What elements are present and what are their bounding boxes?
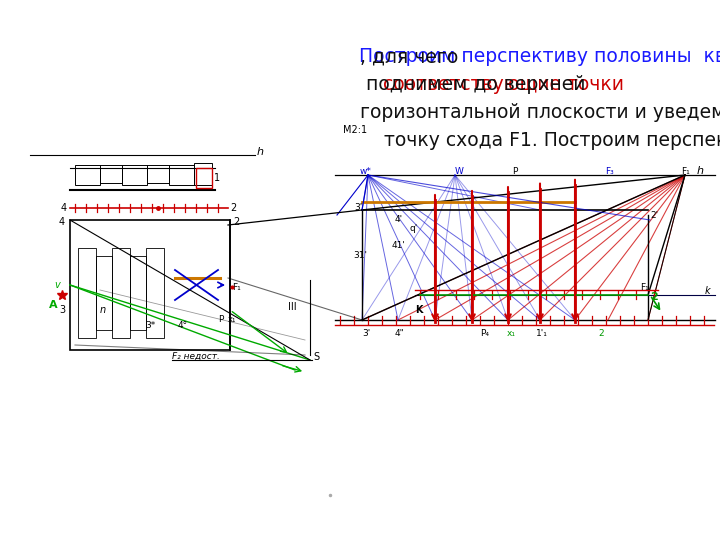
Bar (100, 165, 122, 183)
Text: 1: 1 (214, 173, 220, 183)
Text: W: W (455, 166, 464, 176)
Text: соответствующие точки: соответствующие точки (359, 75, 624, 94)
Text: Построим перспективу половины  квадрата: Построим перспективу половины квадрата (359, 47, 720, 66)
Text: h: h (697, 166, 704, 176)
Text: 2': 2' (650, 211, 658, 219)
Text: 4": 4" (395, 329, 405, 339)
Text: 4': 4' (395, 215, 403, 225)
Text: S: S (313, 352, 319, 362)
Bar (194, 163, 212, 185)
Text: III: III (288, 302, 297, 312)
Bar (146, 248, 164, 338)
Text: горизонтальной плоскости и уведем прямые в перспективу в: горизонтальной плоскости и уведем прямые… (359, 103, 720, 123)
Text: P: P (218, 315, 223, 325)
Bar (78, 248, 96, 338)
Text: K: K (415, 305, 423, 315)
Text: 31': 31' (353, 251, 367, 260)
Text: M2:1: M2:1 (343, 125, 367, 135)
Text: n: n (100, 305, 106, 315)
Text: F₁: F₁ (640, 282, 649, 292)
Text: 2: 2 (650, 292, 658, 302)
Text: 4: 4 (59, 217, 65, 227)
Text: 3: 3 (59, 305, 65, 315)
Text: 3': 3' (362, 329, 370, 339)
Text: 4: 4 (61, 203, 67, 213)
Text: q': q' (410, 224, 418, 233)
Text: точку схода F1. Построим перспективы диагоналей.: точку схода F1. Построим перспективы диа… (359, 131, 720, 151)
Bar (96, 256, 112, 330)
Text: 2: 2 (598, 329, 603, 339)
Bar (122, 165, 147, 185)
Text: v: v (54, 280, 60, 290)
Text: 2: 2 (233, 217, 239, 227)
Text: x₁: x₁ (228, 315, 236, 325)
Text: 4°: 4° (178, 321, 188, 329)
Text: P: P (512, 166, 518, 176)
Bar (75, 165, 100, 185)
Text: x₁: x₁ (507, 329, 516, 339)
Text: 2: 2 (230, 203, 236, 213)
Bar (196, 168, 212, 188)
Text: поднимем до верхней: поднимем до верхней (360, 75, 585, 94)
Text: F₁: F₁ (681, 166, 690, 176)
Text: k: k (704, 286, 710, 296)
Bar (70, 220, 230, 350)
Text: F₃: F₃ (605, 166, 613, 176)
Text: 41': 41' (392, 240, 406, 249)
Bar (169, 165, 194, 185)
Text: 1'₁: 1'₁ (536, 329, 548, 339)
Text: F₁: F₁ (232, 282, 240, 292)
Text: A: A (50, 300, 58, 310)
Bar (130, 256, 146, 330)
Text: 3': 3' (354, 204, 362, 213)
Text: , для чего: , для чего (360, 47, 458, 66)
Text: 3*: 3* (145, 321, 156, 329)
Bar (147, 165, 169, 183)
Bar (112, 248, 130, 338)
Text: F₂ недост.: F₂ недост. (172, 352, 220, 361)
Text: P₄: P₄ (480, 329, 489, 339)
Text: w*: w* (360, 166, 372, 176)
Text: h: h (257, 147, 264, 157)
